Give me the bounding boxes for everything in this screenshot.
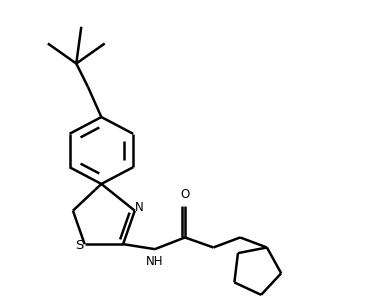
Text: NH: NH <box>146 255 164 268</box>
Text: O: O <box>180 188 190 201</box>
Text: N: N <box>135 201 143 214</box>
Text: S: S <box>75 239 84 252</box>
